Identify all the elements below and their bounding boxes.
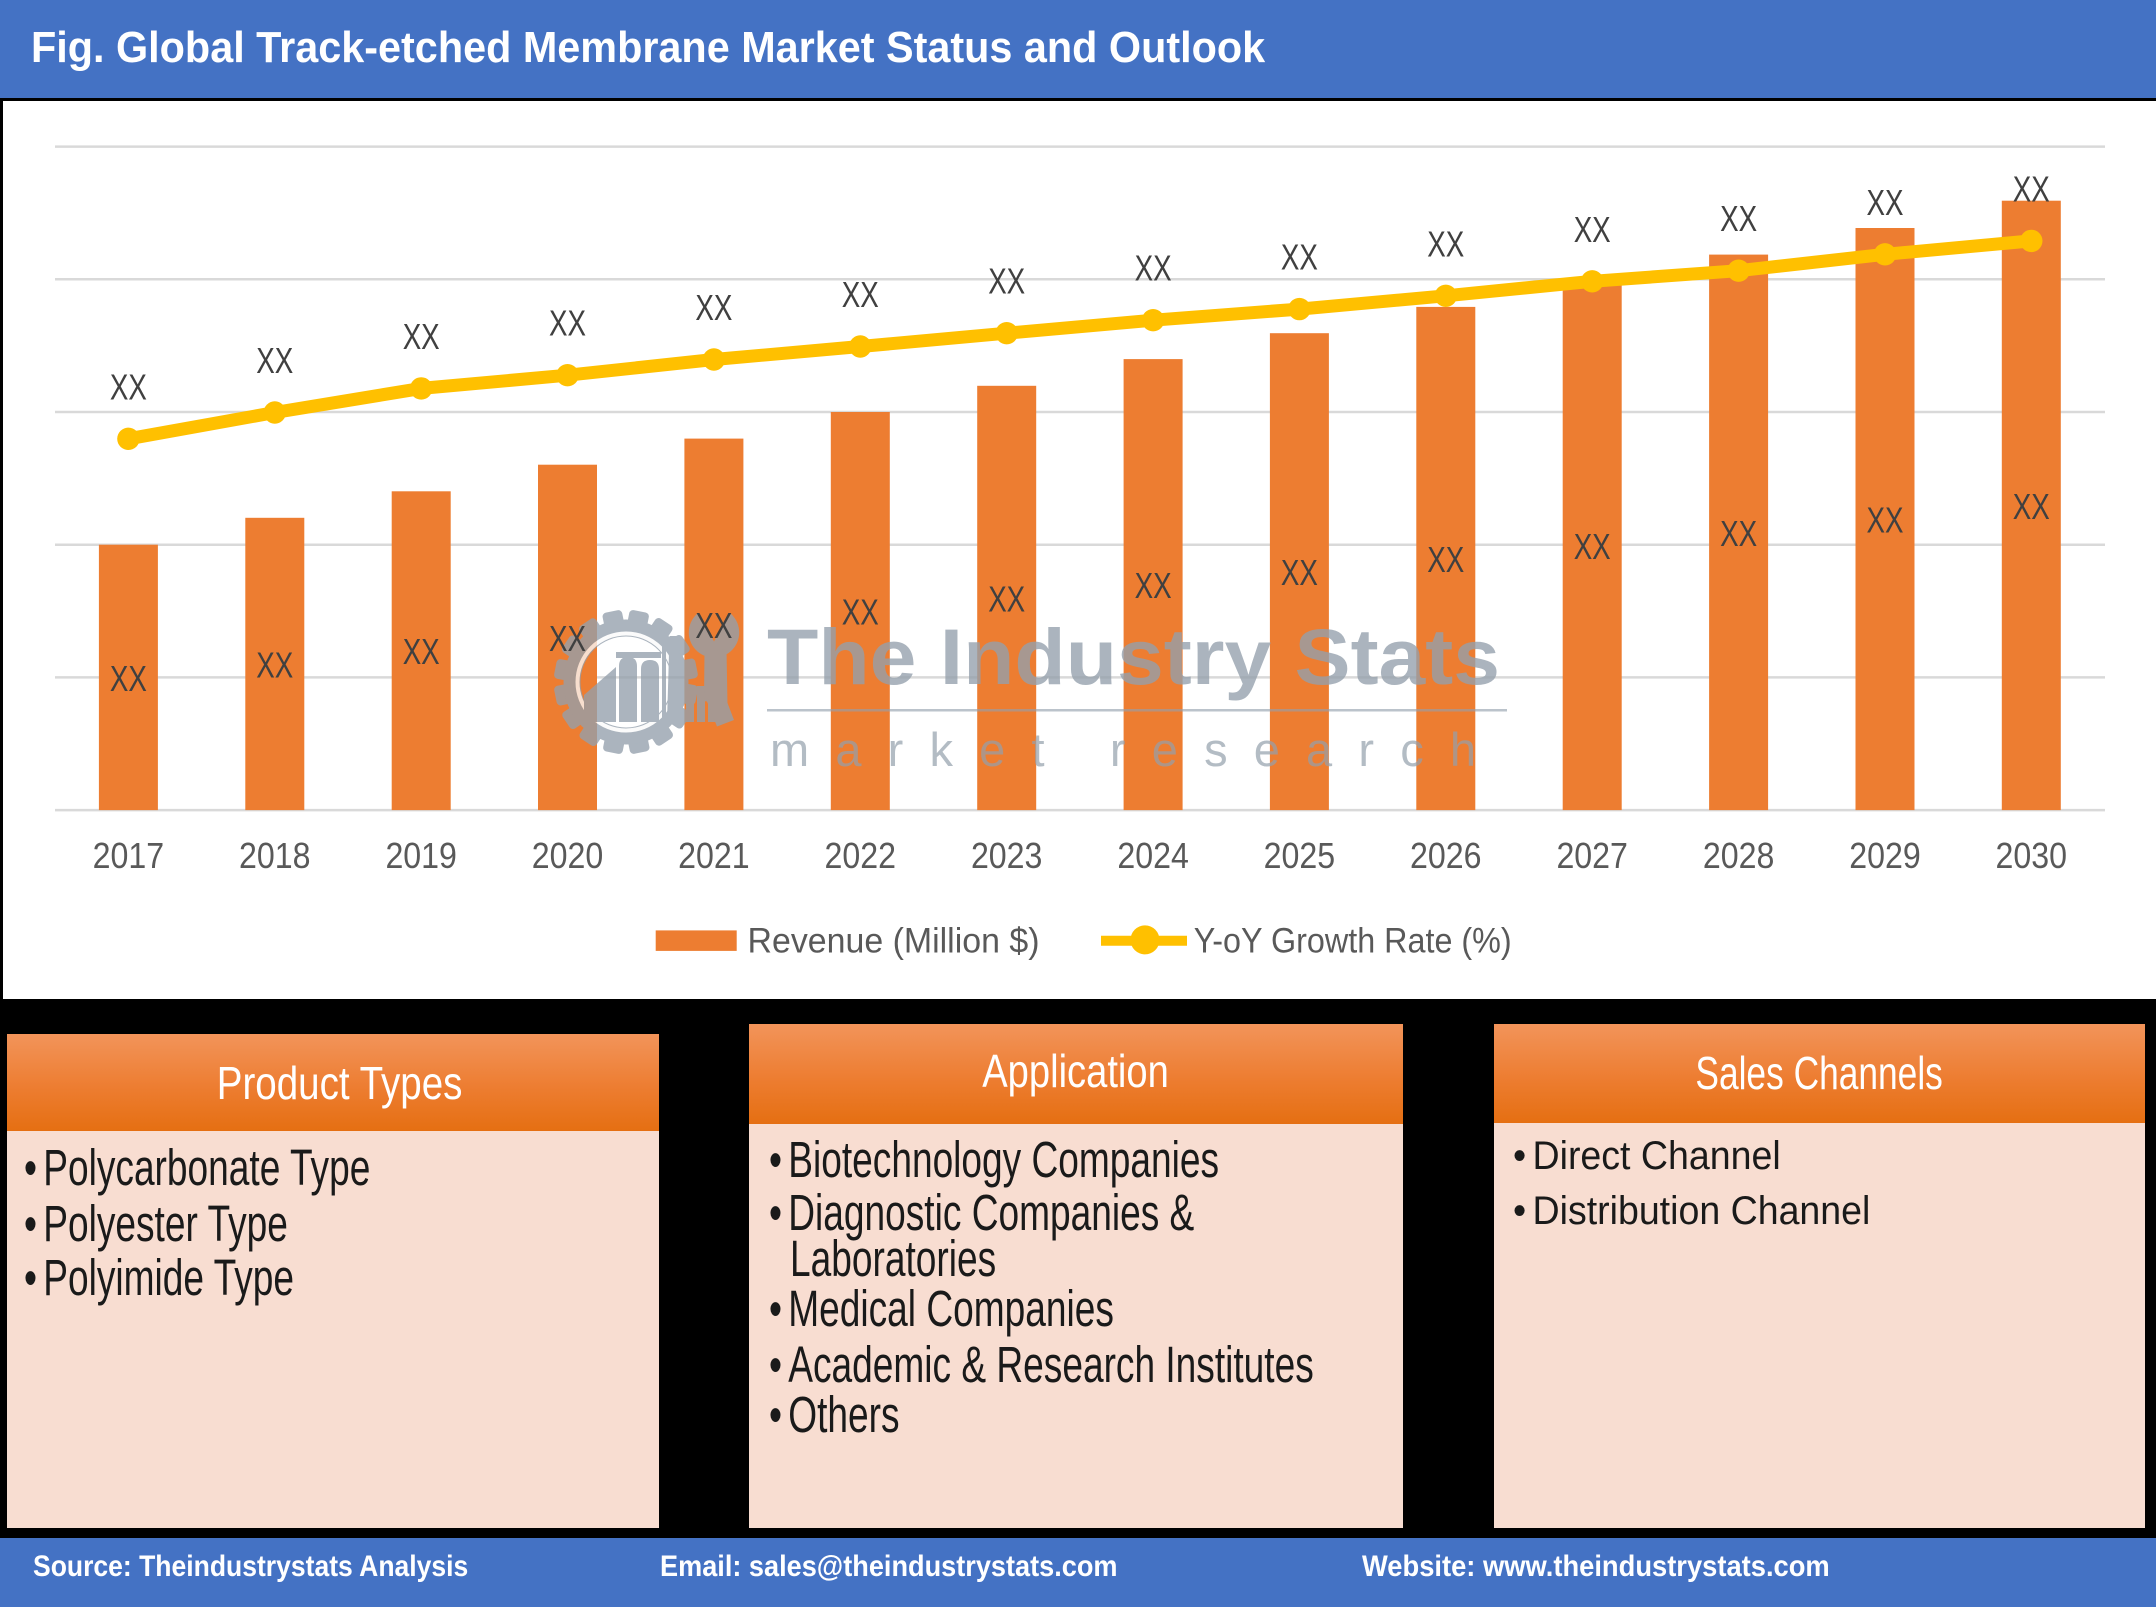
svg-text:XX: XX — [988, 261, 1025, 302]
svg-text:XX: XX — [403, 631, 440, 672]
svg-text:2019: 2019 — [385, 835, 457, 876]
svg-text:2030: 2030 — [1996, 835, 2068, 876]
svg-text:XX: XX — [1281, 237, 1318, 278]
svg-text:market research: market research — [770, 723, 1500, 776]
svg-text:XX: XX — [1720, 198, 1757, 239]
svg-text:XX: XX — [1867, 500, 1904, 541]
svg-text:XX: XX — [1427, 223, 1464, 264]
svg-text:XX: XX — [110, 658, 147, 699]
svg-text:XX: XX — [1135, 248, 1172, 289]
svg-text:The Industry Stats: The Industry Stats — [767, 612, 1500, 701]
svg-text:XX: XX — [1135, 565, 1172, 606]
svg-text:2025: 2025 — [1264, 835, 1336, 876]
svg-text:XX: XX — [549, 618, 586, 659]
svg-text:XX: XX — [842, 274, 879, 315]
svg-text:2026: 2026 — [1410, 835, 1482, 876]
svg-text:2029: 2029 — [1849, 835, 1921, 876]
svg-text:2020: 2020 — [532, 835, 604, 876]
svg-text:2023: 2023 — [971, 835, 1043, 876]
svg-text:XX: XX — [1720, 513, 1757, 554]
svg-text:XX: XX — [1281, 552, 1318, 593]
svg-text:XX: XX — [1427, 539, 1464, 580]
svg-text:XX: XX — [695, 287, 732, 328]
svg-text:XX: XX — [549, 303, 586, 344]
svg-text:2018: 2018 — [239, 835, 311, 876]
svg-text:Y-oY Growth Rate (%): Y-oY Growth Rate (%) — [1194, 921, 1512, 960]
svg-text:XX: XX — [1867, 182, 1904, 223]
svg-text:XX: XX — [1574, 526, 1611, 567]
svg-text:XX: XX — [2013, 486, 2050, 527]
svg-text:2017: 2017 — [93, 835, 165, 876]
svg-text:XX: XX — [988, 579, 1025, 620]
svg-text:2024: 2024 — [1117, 835, 1189, 876]
svg-text:XX: XX — [1574, 209, 1611, 250]
svg-text:2027: 2027 — [1556, 835, 1628, 876]
svg-text:2028: 2028 — [1703, 835, 1775, 876]
svg-text:XX: XX — [110, 366, 147, 407]
svg-text:XX: XX — [2013, 168, 2050, 209]
svg-text:2021: 2021 — [678, 835, 750, 876]
svg-text:Revenue (Million $): Revenue (Million $) — [748, 921, 1040, 960]
svg-text:XX: XX — [403, 316, 440, 357]
svg-text:XX: XX — [256, 340, 293, 381]
svg-text:2022: 2022 — [825, 835, 897, 876]
svg-text:XX: XX — [256, 645, 293, 686]
svg-text:XX: XX — [842, 592, 879, 633]
svg-text:XX: XX — [695, 605, 732, 646]
